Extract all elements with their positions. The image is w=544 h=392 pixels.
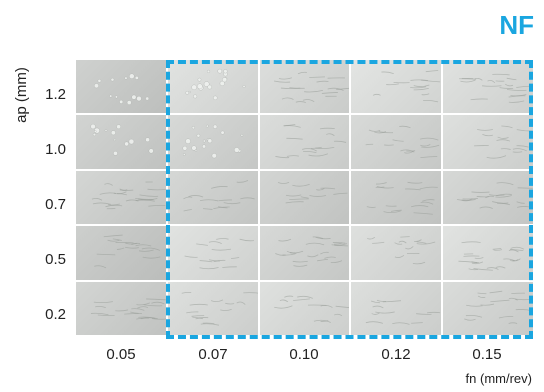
chip-photo-cell — [76, 115, 166, 169]
y-tick-label: 0.5 — [45, 251, 66, 268]
x-tick-label: 0.07 — [198, 346, 228, 363]
chip-image-grid — [76, 60, 533, 335]
y-tick-label: 0.2 — [45, 306, 66, 323]
chip-photo-cell — [76, 226, 166, 280]
chip-photo-cell — [259, 115, 350, 169]
chip-photo-cell — [351, 60, 442, 114]
chip-photo-cell — [351, 226, 442, 280]
y-tick-label: 0.7 — [45, 196, 66, 213]
chip-photo-cell — [351, 170, 442, 225]
brand-label: NF — [499, 10, 534, 40]
chip-photo-cell — [259, 226, 350, 280]
chip-photo-cell — [167, 170, 258, 225]
x-tick-label: 0.15 — [472, 346, 502, 363]
chip-photo-cell — [259, 281, 350, 335]
chip-photo-cell — [167, 226, 258, 280]
y-tick-label: 1.2 — [45, 86, 66, 103]
chip-photo-cell — [351, 281, 442, 335]
chip-photo-cell — [167, 60, 258, 114]
chip-photo-cell — [167, 281, 258, 335]
x-tick-label: 0.12 — [381, 346, 411, 363]
chip-photo-cell — [443, 60, 533, 114]
chip-photo-cell — [167, 115, 258, 169]
chip-photo-cell — [443, 226, 533, 280]
x-tick-label: 0.05 — [106, 346, 136, 363]
chip-photo-cell — [76, 170, 166, 225]
chip-photo-cell — [259, 170, 350, 225]
chip-photo-cell — [443, 115, 533, 169]
x-axis-title: fn (mm/rev) — [465, 371, 532, 386]
chip-photo-cell — [76, 281, 166, 335]
chip-photo-cell — [76, 60, 166, 114]
chip-photo-cell — [351, 115, 442, 169]
chip-photo-cell — [259, 60, 350, 114]
y-tick-label: 1.0 — [45, 141, 66, 158]
x-tick-label: 0.10 — [289, 346, 319, 363]
chip-photo-cell — [443, 170, 533, 225]
chip-photo-cell — [443, 281, 533, 335]
